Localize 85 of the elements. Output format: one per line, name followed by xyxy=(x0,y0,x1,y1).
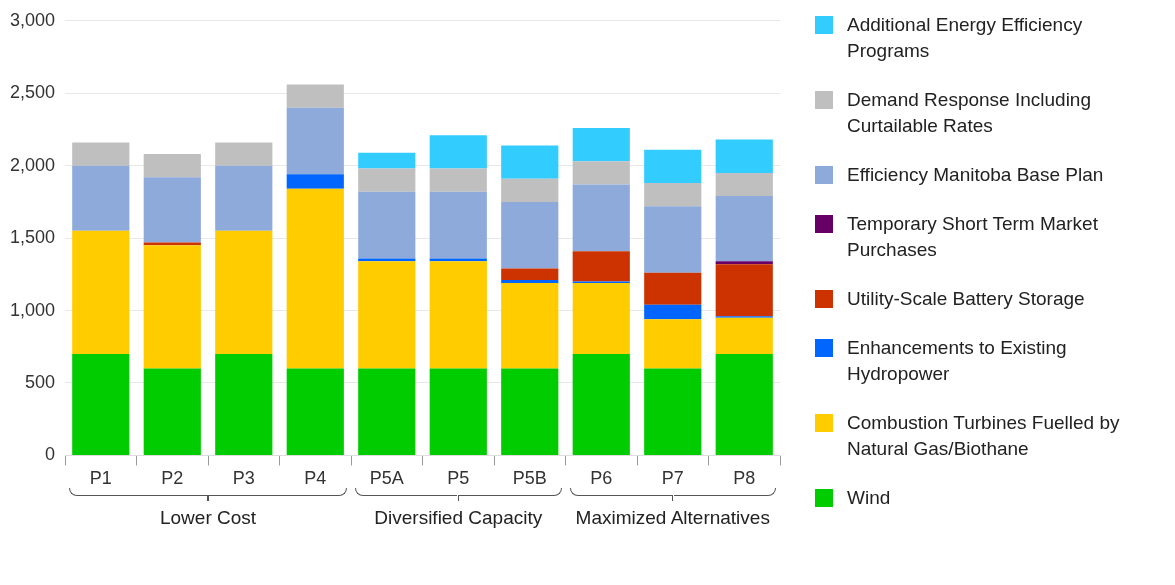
legend-label: Additional Energy Efficiency Programs xyxy=(847,13,1084,63)
bar xyxy=(572,283,630,354)
bar xyxy=(358,191,416,259)
x-tick-label: P4 xyxy=(304,468,327,489)
legend-label: Combustion Turbines Fuelled by Natural Gas/Biothane xyxy=(847,411,1121,461)
x-tick-label: P8 xyxy=(733,468,756,489)
bar xyxy=(143,154,201,178)
bar xyxy=(143,177,201,243)
bar xyxy=(429,261,487,369)
bar xyxy=(286,84,344,108)
bar xyxy=(215,230,273,354)
bar xyxy=(215,142,273,166)
legend-label: Demand Response Including Curtailable Rates xyxy=(847,88,1092,138)
bar xyxy=(358,258,416,262)
x-tick-label: P5A xyxy=(369,468,404,489)
bar xyxy=(715,264,773,317)
legend-label: Wind xyxy=(847,486,891,510)
bar xyxy=(501,368,559,455)
bar xyxy=(429,168,487,192)
y-tick-label: 2,000 xyxy=(10,154,56,175)
x-tick-label: P1 xyxy=(89,468,112,489)
y-tick-label: 1,000 xyxy=(10,299,56,320)
bar xyxy=(501,178,559,202)
y-tick-label: 0 xyxy=(45,444,56,465)
bar xyxy=(715,353,773,455)
bar xyxy=(429,258,487,262)
bar xyxy=(286,188,344,369)
y-tick-label: 500 xyxy=(25,371,56,392)
bar xyxy=(72,230,130,354)
bar xyxy=(72,142,130,166)
bar xyxy=(358,261,416,369)
bar xyxy=(143,242,201,246)
bar xyxy=(644,304,702,320)
x-tick-label: P7 xyxy=(661,468,684,489)
legend-label: Enhancements to Existing Hydropower xyxy=(847,336,1068,386)
y-tick-label: 2,500 xyxy=(10,82,56,103)
bar xyxy=(501,280,559,284)
bar xyxy=(143,245,201,369)
bar xyxy=(644,272,702,305)
bar xyxy=(715,317,773,354)
bar xyxy=(572,184,630,252)
bar xyxy=(72,165,130,231)
bar xyxy=(215,353,273,455)
bar xyxy=(501,268,559,281)
bar xyxy=(429,135,487,169)
bar xyxy=(644,149,702,184)
x-tick-label: P5B xyxy=(512,468,547,489)
text: Maximized Alternatives xyxy=(575,507,770,529)
bar xyxy=(358,152,416,169)
legend-label: Temporary Short Term Market Purchases xyxy=(847,212,1099,262)
bar xyxy=(501,283,559,369)
bar xyxy=(715,261,773,265)
bar xyxy=(572,251,630,282)
text: Lower Cost xyxy=(159,507,257,529)
bar xyxy=(644,183,702,207)
bar xyxy=(501,201,559,269)
bar xyxy=(644,206,702,273)
bar xyxy=(644,319,702,369)
bar xyxy=(358,168,416,192)
bar xyxy=(715,172,773,197)
text: Diversified Capacity xyxy=(374,507,543,529)
bar xyxy=(429,191,487,259)
bar xyxy=(572,161,630,185)
bar xyxy=(358,368,416,455)
bar xyxy=(286,107,344,175)
bar xyxy=(715,139,773,173)
x-tick-label: P2 xyxy=(161,468,184,489)
bar xyxy=(143,368,201,455)
x-tick-label: P6 xyxy=(590,468,613,489)
bar xyxy=(72,353,130,455)
bar xyxy=(572,353,630,455)
bar xyxy=(572,128,630,162)
y-tick-label: 1,500 xyxy=(10,227,56,248)
x-tick-label: P3 xyxy=(232,468,255,489)
legend-label: Utility-Scale Battery Storage xyxy=(847,287,1085,311)
bar xyxy=(715,196,773,262)
x-tick-label: P5 xyxy=(447,468,470,489)
bar xyxy=(286,174,344,189)
bar xyxy=(286,368,344,455)
bar xyxy=(644,368,702,455)
bar xyxy=(215,165,273,231)
legend-label: Efficiency Manitoba Base Plan xyxy=(847,163,1104,187)
bar xyxy=(429,368,487,455)
y-tick-label: 3,000 xyxy=(10,9,56,30)
bar xyxy=(501,145,559,179)
